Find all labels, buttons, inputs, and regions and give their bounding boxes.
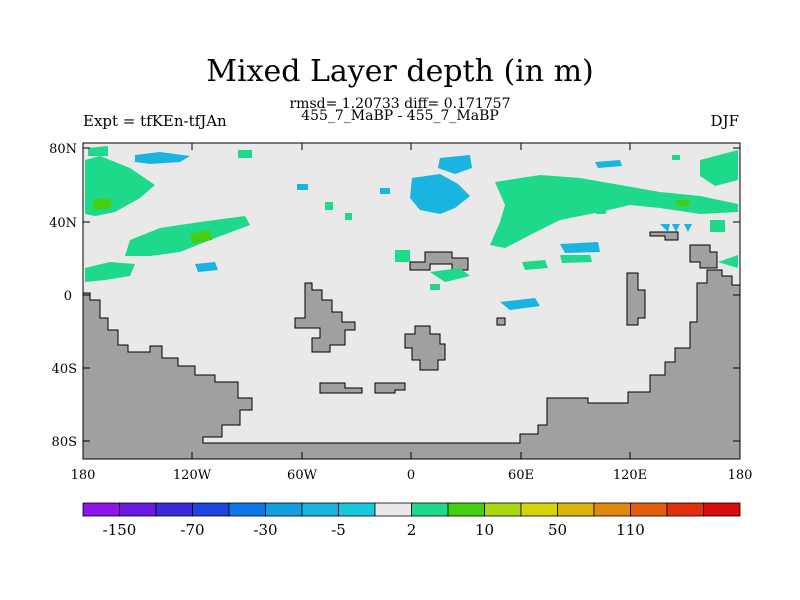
patch-strong-2 (190, 230, 212, 244)
colorbar-box (192, 502, 230, 517)
lon-label-180w: 180 (71, 468, 96, 483)
land-antarctic-strip-1 (319, 382, 363, 394)
land-south-america (82, 269, 741, 460)
lat-label-40n: 40N (49, 216, 77, 231)
patch-east-1 (710, 220, 725, 232)
colorbar-box (666, 502, 704, 517)
experiments-line: 455_7_MaBP - 455_7_MaBP (301, 108, 499, 124)
lon-label-120w: 120W (173, 468, 212, 483)
patch-west-pacific-low (85, 262, 135, 282)
neg-arctic-2 (438, 155, 472, 174)
colorbar-box (520, 502, 558, 517)
plot-title: Mixed Layer depth (in m) (206, 54, 594, 89)
land-east-asia (689, 244, 718, 269)
patch-high-lat-east (700, 150, 738, 186)
colorbar-box (557, 502, 595, 517)
neg-atlantic-1 (500, 298, 540, 310)
colorbar-label: -150 (103, 521, 137, 539)
lat-label-80s: 80S (52, 435, 77, 450)
land-africa-south (404, 325, 446, 371)
colorbar-box (301, 502, 339, 517)
colorbar-box (119, 502, 157, 517)
colorbar-labels: -150 -70 -30 -5 2 10 50 110 (103, 521, 645, 539)
colorbar-box (447, 502, 485, 517)
patch-dots-3 (430, 284, 440, 290)
patch-mid-5 (596, 206, 606, 214)
lon-label-180e: 180 (728, 468, 753, 483)
colorbar-box (703, 502, 741, 517)
colorbar-box (228, 502, 266, 517)
colorbar-label: 2 (407, 521, 417, 539)
stats-line: rmsd= 1.20733 diff= 0.171757 (289, 96, 511, 112)
patch-mid-3 (522, 260, 548, 270)
colorbar-box (155, 502, 193, 517)
colorbar-label: -5 (331, 521, 346, 539)
patch-dots-4 (672, 155, 680, 160)
land-africa-north (294, 282, 356, 353)
patch-east-2 (718, 255, 738, 268)
colorbar-box (82, 502, 120, 517)
lon-label-120e: 120E (613, 468, 647, 483)
land-layer (82, 231, 741, 460)
lon-axis (82, 143, 741, 459)
neg-pacific-1 (195, 262, 218, 272)
neg-arctic-1 (135, 152, 190, 164)
colorbar-box (411, 502, 449, 517)
negative-anomaly-layer (135, 152, 692, 310)
neg-mid-1 (380, 188, 390, 194)
patch-strong-1 (92, 198, 112, 210)
colorbar-box (374, 502, 412, 517)
lat-label-40s: 40S (52, 362, 77, 377)
colorbar-label: -30 (253, 521, 277, 539)
patch-strong-3 (676, 200, 690, 206)
patch-north-pacific-2 (125, 216, 250, 256)
colorbar-label: 10 (475, 521, 494, 539)
neg-east-2 (660, 224, 670, 232)
experiment-label: Expt = tfKEn-tfJAn (83, 112, 227, 130)
positive-anomaly-layer (85, 146, 738, 290)
patch-arctic-1 (238, 150, 252, 158)
land-antarctic-strip-2 (374, 382, 406, 394)
neg-arctic-3 (595, 160, 622, 168)
lat-label-80n: 80N (49, 142, 77, 157)
strong-positive-layer (92, 198, 690, 244)
lon-label-60w: 60W (287, 468, 318, 483)
patch-arctic-2 (88, 146, 108, 156)
patch-dots-1 (325, 202, 333, 210)
colorbar-label: -70 (180, 521, 204, 539)
patch-mid-2 (430, 268, 470, 282)
patch-dots-2 (345, 213, 352, 220)
neg-east-1 (560, 242, 600, 253)
patch-mid-1 (395, 250, 410, 262)
colorbar-box (630, 502, 668, 517)
colorbar-label: 110 (616, 521, 645, 539)
neg-arctic-4 (410, 174, 470, 214)
colorbar-box (593, 502, 631, 517)
neg-east-3 (672, 224, 680, 232)
colorbar-box (265, 502, 303, 517)
colorbar (82, 502, 741, 517)
neg-mid-2 (297, 184, 308, 190)
lat-label-0: 0 (64, 289, 72, 304)
land-asia-strip (649, 231, 679, 241)
lon-label-0: 0 (407, 468, 415, 483)
land-india (626, 272, 646, 326)
patch-mid-4 (560, 255, 592, 263)
lon-label-60e: 60E (508, 468, 534, 483)
season-label: DJF (710, 112, 739, 130)
colorbar-box (484, 502, 522, 517)
colorbar-box (338, 502, 376, 517)
patch-north-atlantic (490, 175, 738, 248)
land-islet-1 (496, 317, 506, 326)
colorbar-label: 50 (548, 521, 567, 539)
neg-east-4 (684, 224, 692, 232)
lat-axis (83, 147, 740, 442)
